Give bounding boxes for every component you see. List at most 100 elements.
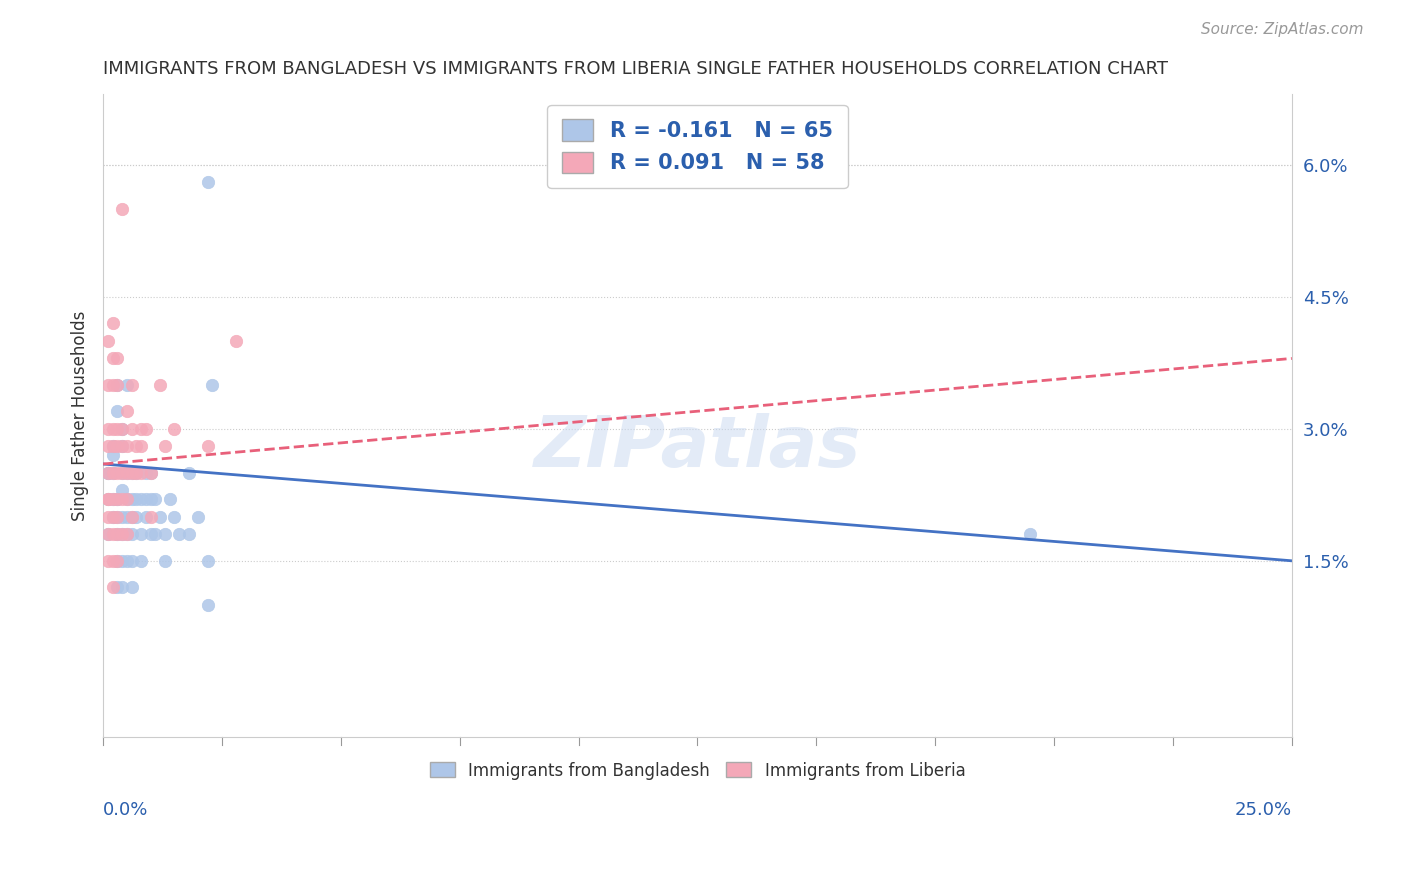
Point	[125, 439, 148, 453]
Point	[129, 422, 152, 436]
Point	[121, 422, 143, 436]
Point	[101, 492, 124, 507]
Legend: Immigrants from Bangladesh, Immigrants from Liberia: Immigrants from Bangladesh, Immigrants f…	[423, 755, 972, 786]
Point	[111, 492, 134, 507]
Point	[105, 439, 128, 453]
Point	[105, 509, 128, 524]
Point	[101, 439, 124, 453]
Point	[97, 527, 120, 541]
Point	[105, 351, 128, 366]
Point	[121, 466, 143, 480]
Point	[97, 377, 120, 392]
Point	[129, 466, 152, 480]
Point	[111, 483, 134, 498]
Point	[97, 466, 120, 480]
Point	[97, 492, 120, 507]
Point	[111, 580, 134, 594]
Point	[101, 466, 124, 480]
Point	[135, 509, 157, 524]
Point	[97, 466, 120, 480]
Point	[105, 422, 128, 436]
Point	[115, 439, 138, 453]
Point	[105, 580, 128, 594]
Point	[121, 466, 143, 480]
Point	[145, 527, 167, 541]
Point	[115, 404, 138, 418]
Point	[97, 334, 120, 348]
Point	[97, 422, 120, 436]
Point	[105, 377, 128, 392]
Point	[197, 554, 219, 568]
Point	[153, 439, 176, 453]
Point	[225, 334, 247, 348]
Point	[105, 377, 128, 392]
Text: IMMIGRANTS FROM BANGLADESH VS IMMIGRANTS FROM LIBERIA SINGLE FATHER HOUSEHOLDS C: IMMIGRANTS FROM BANGLADESH VS IMMIGRANTS…	[103, 60, 1168, 78]
Point	[111, 527, 134, 541]
Point	[97, 509, 120, 524]
Point	[153, 554, 176, 568]
Point	[97, 554, 120, 568]
Point	[115, 554, 138, 568]
Point	[105, 554, 128, 568]
Point	[121, 377, 143, 392]
Point	[111, 422, 134, 436]
Point	[101, 554, 124, 568]
Point	[149, 509, 172, 524]
Text: Source: ZipAtlas.com: Source: ZipAtlas.com	[1201, 22, 1364, 37]
Point	[163, 422, 186, 436]
Point	[145, 492, 167, 507]
Text: ZIPatlas: ZIPatlas	[534, 413, 860, 483]
Point	[115, 466, 138, 480]
Point	[187, 509, 209, 524]
Point	[111, 466, 134, 480]
Point	[139, 466, 162, 480]
Point	[105, 554, 128, 568]
Point	[115, 492, 138, 507]
Point	[97, 527, 120, 541]
Point	[135, 422, 157, 436]
Point	[101, 509, 124, 524]
Point	[197, 439, 219, 453]
Point	[101, 509, 124, 524]
Point	[105, 527, 128, 541]
Point	[121, 580, 143, 594]
Point	[125, 509, 148, 524]
Point	[115, 527, 138, 541]
Point	[101, 377, 124, 392]
Point	[105, 492, 128, 507]
Point	[135, 466, 157, 480]
Point	[177, 466, 200, 480]
Point	[129, 492, 152, 507]
Point	[121, 554, 143, 568]
Point	[97, 492, 120, 507]
Point	[129, 554, 152, 568]
Point	[111, 466, 134, 480]
Point	[121, 509, 143, 524]
Point	[125, 492, 148, 507]
Point	[111, 554, 134, 568]
Point	[105, 509, 128, 524]
Point	[121, 492, 143, 507]
Point	[167, 527, 190, 541]
Y-axis label: Single Father Households: Single Father Households	[72, 310, 89, 521]
Point	[105, 492, 128, 507]
Point	[101, 492, 124, 507]
Point	[125, 466, 148, 480]
Point	[139, 527, 162, 541]
Point	[111, 439, 134, 453]
Text: 0.0%: 0.0%	[103, 801, 149, 819]
Point	[97, 466, 120, 480]
Point	[115, 466, 138, 480]
Point	[1019, 527, 1042, 541]
Point	[121, 509, 143, 524]
Point	[97, 439, 120, 453]
Point	[197, 176, 219, 190]
Point	[139, 492, 162, 507]
Point	[139, 466, 162, 480]
Point	[101, 466, 124, 480]
Point	[159, 492, 181, 507]
Point	[97, 492, 120, 507]
Point	[111, 439, 134, 453]
Point	[111, 422, 134, 436]
Point	[135, 492, 157, 507]
